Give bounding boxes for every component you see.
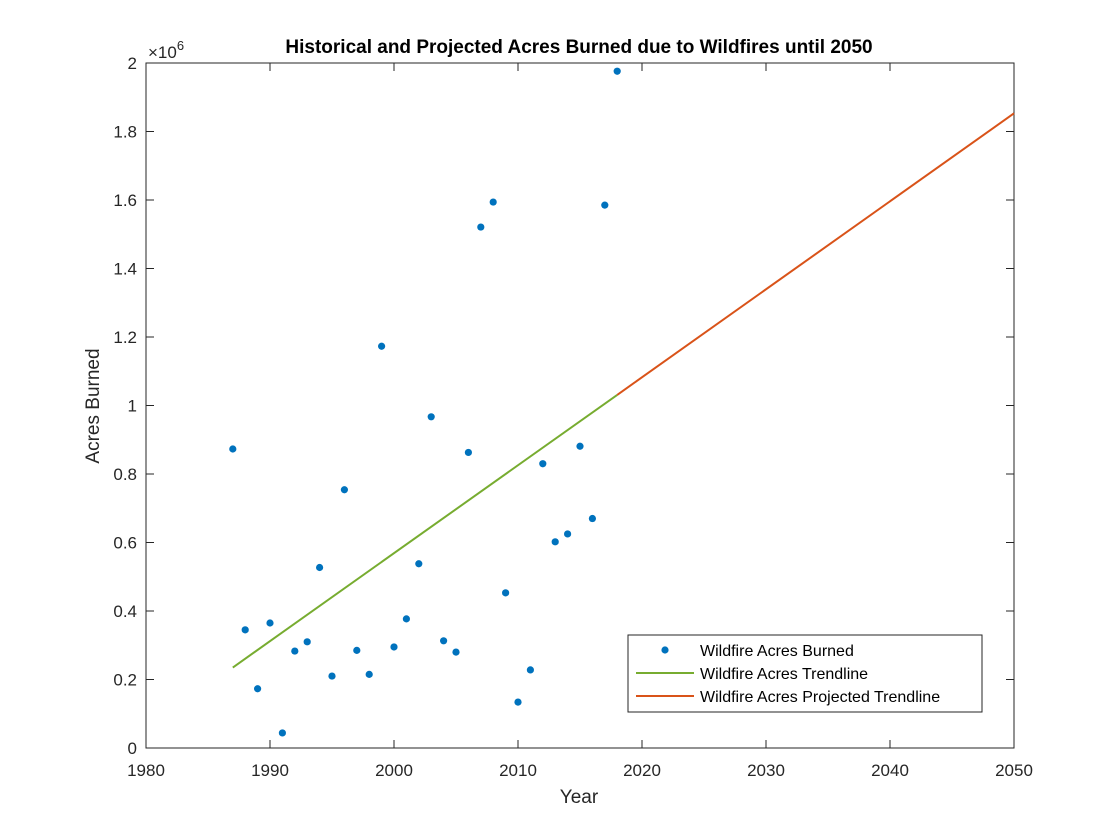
chart-title: Historical and Projected Acres Burned du…: [285, 37, 872, 58]
x-tick-label: 2050: [995, 761, 1033, 780]
data-point: [378, 342, 386, 350]
data-point: [415, 560, 423, 568]
y-tick-label: 1.6: [113, 191, 137, 210]
y-tick-label: 0.4: [113, 602, 137, 621]
data-point: [477, 223, 485, 231]
data-point: [514, 698, 522, 706]
data-point: [340, 486, 348, 494]
data-point: [278, 729, 286, 737]
data-point: [613, 67, 621, 75]
y-tick-label: 1.2: [113, 328, 137, 347]
data-point: [365, 670, 373, 678]
legend-entry-label: Wildfire Acres Trendline: [700, 666, 868, 683]
data-point: [316, 563, 324, 572]
data-point: [390, 643, 398, 651]
x-tick-label: 2020: [623, 761, 661, 780]
x-tick-label: 2010: [499, 761, 537, 780]
trendline: [232, 394, 618, 669]
data-point: [266, 619, 274, 627]
data-point: [551, 538, 559, 546]
plot-area: 1980 1990 2000 2010 2020 2030 2040 2050 0 0.2 0.4 0…: [113, 54, 1033, 780]
y-tick-label: 0.2: [113, 671, 137, 690]
x-tick-label: 2030: [747, 761, 785, 780]
data-point: [588, 514, 597, 523]
legend: Wildfire Acres Burned Wildfire Acres Tren…: [627, 634, 983, 713]
data-point: [291, 647, 299, 655]
data-point: [489, 198, 497, 206]
y-tick-label: 0.6: [113, 534, 137, 553]
y-tick-label: 1: [128, 397, 137, 416]
legend-marker: [661, 646, 669, 654]
projected-trendline: [616, 112, 1015, 396]
data-point: [601, 201, 609, 209]
data-point: [303, 638, 311, 646]
x-axis-label: Year: [560, 787, 599, 808]
data-point: [241, 626, 249, 634]
data-point: [464, 448, 472, 457]
data-point: [576, 442, 584, 450]
y-tick-label: 1.4: [113, 260, 137, 279]
data-point: [427, 413, 435, 421]
legend-entry-label: Wildfire Acres Burned: [700, 643, 854, 660]
x-tick-label: 1990: [251, 761, 289, 780]
data-point: [539, 460, 547, 468]
y-exponent-label: ×106: [148, 38, 184, 62]
data-point: [254, 685, 262, 693]
legend-entry-label: Wildfire Acres Projected Trendline: [700, 689, 940, 706]
x-tick-label: 2000: [375, 761, 413, 780]
x-tick-label: 1980: [127, 761, 165, 780]
y-tick-label: 1.8: [113, 123, 137, 142]
data-point: [502, 589, 510, 597]
data-point: [328, 672, 336, 680]
data-point: [229, 445, 237, 453]
data-point: [526, 666, 535, 674]
y-tick-label: 2: [128, 54, 137, 73]
data-point: [564, 530, 572, 538]
y-tick-label: 0: [128, 739, 137, 758]
data-point: [353, 646, 361, 654]
data-point: [452, 648, 460, 656]
data-point: [402, 615, 410, 623]
y-tick-label: 0.8: [113, 465, 137, 484]
y-axis-label: Acres Burned: [83, 348, 104, 463]
x-tick-label: 2040: [871, 761, 909, 780]
data-point: [440, 637, 448, 645]
